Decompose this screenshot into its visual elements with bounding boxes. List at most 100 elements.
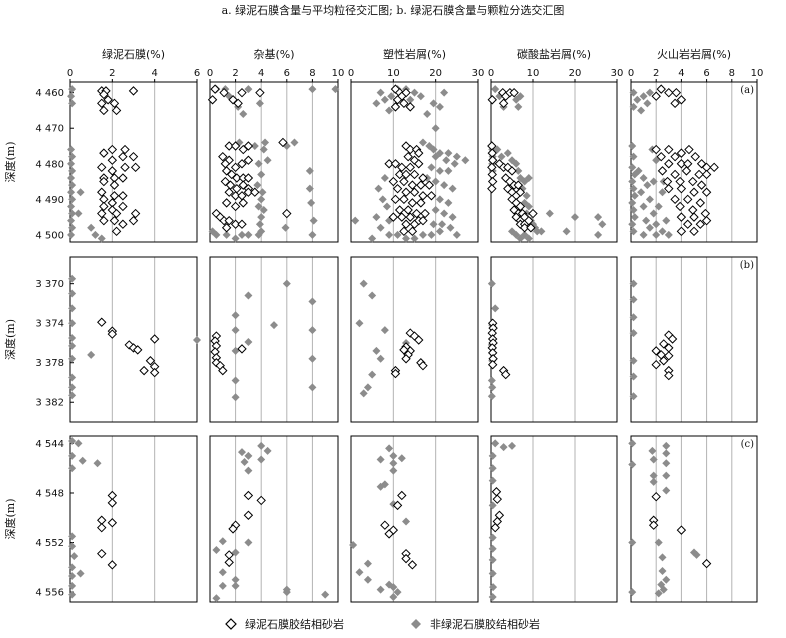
point-nonchlorite — [435, 195, 444, 204]
point-nonchlorite — [231, 575, 240, 584]
point-chlorite — [696, 159, 707, 169]
panel-frame — [350, 256, 479, 423]
point-nonchlorite — [257, 455, 266, 464]
point-chlorite — [664, 351, 674, 361]
point-nonchlorite — [637, 106, 646, 115]
point-nonchlorite — [376, 354, 385, 363]
point-nonchlorite — [629, 102, 638, 111]
point-chlorite — [99, 201, 109, 212]
point-nonchlorite — [68, 391, 77, 400]
point-nonchlorite — [68, 383, 77, 392]
point-nonchlorite — [281, 223, 290, 232]
point-chlorite — [380, 520, 390, 530]
point-nonchlorite — [406, 95, 415, 104]
point-chlorite — [682, 194, 693, 205]
point-chlorite — [224, 187, 234, 197]
point-nonchlorite — [416, 92, 425, 101]
point-chlorite — [401, 187, 411, 197]
point-nonchlorite — [658, 227, 667, 236]
point-nonchlorite — [68, 274, 77, 283]
point-chlorite — [684, 144, 694, 155]
point-nonchlorite — [634, 166, 643, 175]
point-nonchlorite — [444, 166, 453, 175]
column-title: 火山岩岩屑(%) — [657, 47, 731, 61]
point-chlorite — [130, 208, 141, 219]
x-tick-label: 6 — [194, 68, 200, 79]
x-tick-label: 10 — [387, 68, 400, 79]
point-nonchlorite — [255, 220, 264, 229]
point-nonchlorite — [68, 571, 77, 580]
point-chlorite — [700, 208, 711, 219]
y-tick-label: 4 480 — [35, 159, 64, 170]
point-chlorite — [676, 159, 687, 169]
column-title: 碳酸盐岩屑(%) — [517, 47, 591, 61]
point-nonchlorite — [244, 466, 253, 475]
point-nonchlorite — [633, 95, 642, 104]
point-nonchlorite — [376, 482, 385, 491]
point-nonchlorite — [514, 166, 523, 175]
point-chlorite — [515, 201, 526, 212]
point-nonchlorite — [67, 216, 76, 225]
point-nonchlorite — [218, 568, 227, 577]
point-nonchlorite — [263, 446, 272, 455]
point-nonchlorite — [652, 230, 661, 239]
point-nonchlorite — [68, 181, 77, 190]
point-nonchlorite — [658, 567, 667, 576]
point-nonchlorite — [654, 589, 663, 598]
point-nonchlorite — [450, 159, 459, 168]
point-nonchlorite — [368, 370, 377, 379]
point-chlorite — [689, 226, 699, 237]
y-tick-label: 4 500 — [35, 230, 64, 241]
point-nonchlorite — [629, 392, 638, 401]
panel-frame — [69, 435, 198, 603]
point-nonchlorite — [628, 177, 637, 186]
panel-frame — [350, 435, 479, 603]
point-chlorite — [509, 87, 519, 98]
point-chlorite — [403, 205, 413, 215]
panel — [68, 435, 198, 603]
point-nonchlorite — [662, 441, 671, 450]
point-chlorite — [416, 198, 426, 208]
point-chlorite — [491, 487, 502, 497]
point-chlorite — [207, 95, 218, 105]
point-chlorite — [424, 180, 435, 190]
point-nonchlorite — [68, 341, 77, 350]
point-nonchlorite — [628, 588, 637, 597]
point-chlorite — [120, 162, 130, 173]
point-nonchlorite — [87, 223, 96, 232]
point-nonchlorite — [68, 590, 77, 599]
point-nonchlorite — [68, 209, 77, 218]
point-chlorite — [670, 169, 680, 180]
point-nonchlorite — [402, 517, 411, 526]
y-tick-label: 4 552 — [35, 538, 64, 549]
point-chlorite — [405, 144, 415, 155]
point-nonchlorite — [418, 138, 427, 147]
point-nonchlorite — [212, 545, 221, 554]
point-nonchlorite — [363, 383, 372, 392]
point-chlorite — [487, 176, 498, 187]
point-chlorite — [107, 498, 118, 508]
x-tick-label: 8 — [309, 68, 315, 79]
point-nonchlorite — [662, 459, 671, 468]
y-tick-label: 4 544 — [35, 439, 64, 450]
point-chlorite — [99, 176, 109, 187]
point-chlorite — [664, 159, 674, 169]
x-tick-label: 0 — [488, 68, 494, 79]
point-nonchlorite — [524, 234, 533, 243]
point-nonchlorite — [444, 149, 453, 158]
point-chlorite — [688, 176, 698, 187]
point-nonchlorite — [503, 149, 512, 158]
point-nonchlorite — [231, 581, 240, 590]
point-nonchlorite — [238, 230, 246, 239]
point-nonchlorite — [446, 223, 455, 232]
point-nonchlorite — [67, 159, 76, 168]
panel — [209, 256, 339, 423]
point-nonchlorite — [487, 392, 496, 401]
point-chlorite — [243, 155, 254, 165]
point-nonchlorite — [598, 220, 607, 229]
point-nonchlorite — [649, 477, 658, 486]
legend-marker-filled-diamond — [411, 619, 421, 629]
point-chlorite — [401, 169, 411, 180]
point-chlorite — [97, 548, 107, 559]
point-chlorite — [651, 491, 661, 502]
